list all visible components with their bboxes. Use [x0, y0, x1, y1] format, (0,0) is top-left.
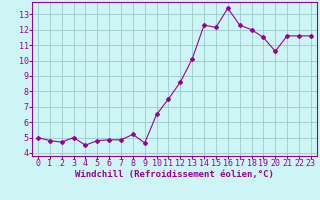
X-axis label: Windchill (Refroidissement éolien,°C): Windchill (Refroidissement éolien,°C) — [75, 170, 274, 179]
